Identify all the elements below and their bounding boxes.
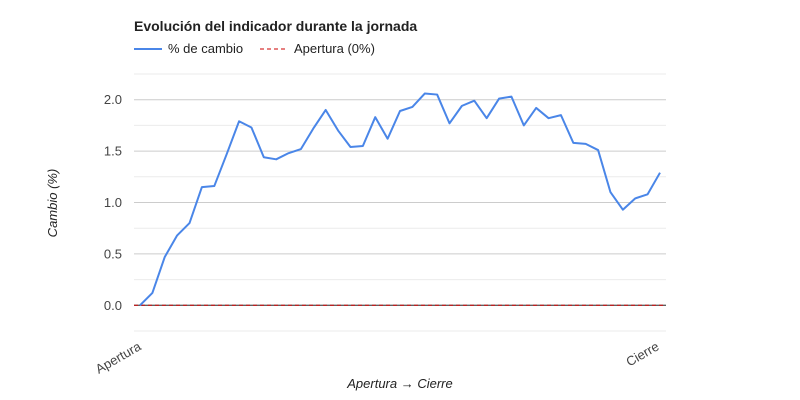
- chart-title: Evolución del indicador durante la jorna…: [134, 18, 418, 34]
- legend-label-series: % de cambio: [168, 41, 244, 56]
- legend-item-baseline: Apertura (0%): [260, 41, 375, 56]
- legend-swatch-dashed-line-icon: [260, 48, 288, 49]
- y-tick-label: 2.0: [104, 92, 122, 107]
- y-axis-title: Cambio (%): [45, 169, 60, 238]
- y-tick-label: 1.5: [104, 144, 122, 159]
- x-tick-label-start: Apertura: [93, 338, 144, 376]
- x-axis-title: Apertura → Cierre: [346, 376, 452, 391]
- y-tick-label: 0.5: [104, 246, 122, 261]
- y-tick-label: 1.0: [104, 195, 122, 210]
- series-line-percent-change: [139, 92, 661, 307]
- gridlines: [134, 73, 666, 332]
- chart-series: [134, 92, 666, 307]
- y-axis-tick-labels: 0.0 0.5 1.0 1.5 2.0: [104, 92, 122, 313]
- x-tick-label-end: Cierre: [623, 339, 661, 370]
- legend-label-baseline: Apertura (0%): [294, 41, 375, 56]
- legend-swatch-line-icon: [134, 47, 162, 50]
- legend-item-series: % de cambio: [134, 41, 243, 56]
- y-tick-label: 0.0: [104, 298, 122, 313]
